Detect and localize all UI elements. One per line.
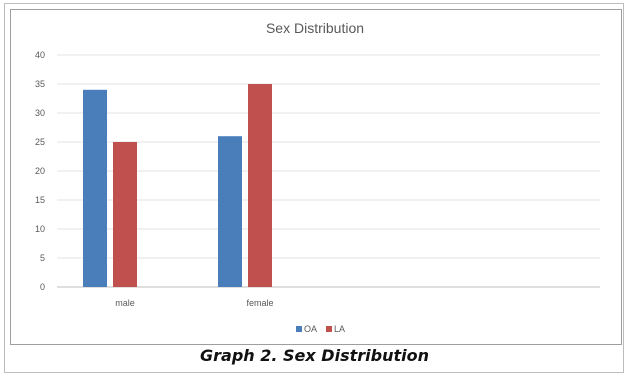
bar-oa-male: [83, 89, 107, 287]
y-tick-label: 10: [35, 224, 45, 234]
y-tick-label: 20: [35, 166, 45, 176]
figure-caption: Graph 2. Sex Distribution: [200, 346, 429, 365]
bars: [83, 84, 272, 287]
y-tick-label: 40: [35, 50, 45, 60]
y-tick-label: 15: [35, 195, 45, 205]
figure-frame: [4, 3, 624, 373]
legend-label: OA: [304, 324, 317, 334]
y-tick-label: 35: [35, 79, 45, 89]
legend: OA LA: [296, 324, 345, 334]
bar-oa-female: [218, 136, 242, 287]
chart-area: [10, 9, 622, 345]
bar-la-male: [113, 142, 137, 287]
bar-la-female: [248, 84, 272, 287]
y-tick-label: 5: [40, 253, 45, 263]
legend-swatch-oa: [296, 326, 302, 332]
y-tick-label: 0: [40, 282, 45, 292]
y-axis-ticks: 0 5 10 15 20 25 30 35 40: [35, 50, 45, 292]
legend-label: LA: [334, 324, 345, 334]
gridlines: [57, 54, 600, 288]
x-axis-ticks: male female: [115, 298, 273, 308]
x-tick-label: female: [246, 298, 273, 308]
x-tick-label: male: [115, 298, 135, 308]
y-tick-label: 25: [35, 137, 45, 147]
chart-title: Sex Distribution: [266, 20, 364, 36]
y-tick-label: 30: [35, 108, 45, 118]
legend-swatch-la: [326, 326, 332, 332]
